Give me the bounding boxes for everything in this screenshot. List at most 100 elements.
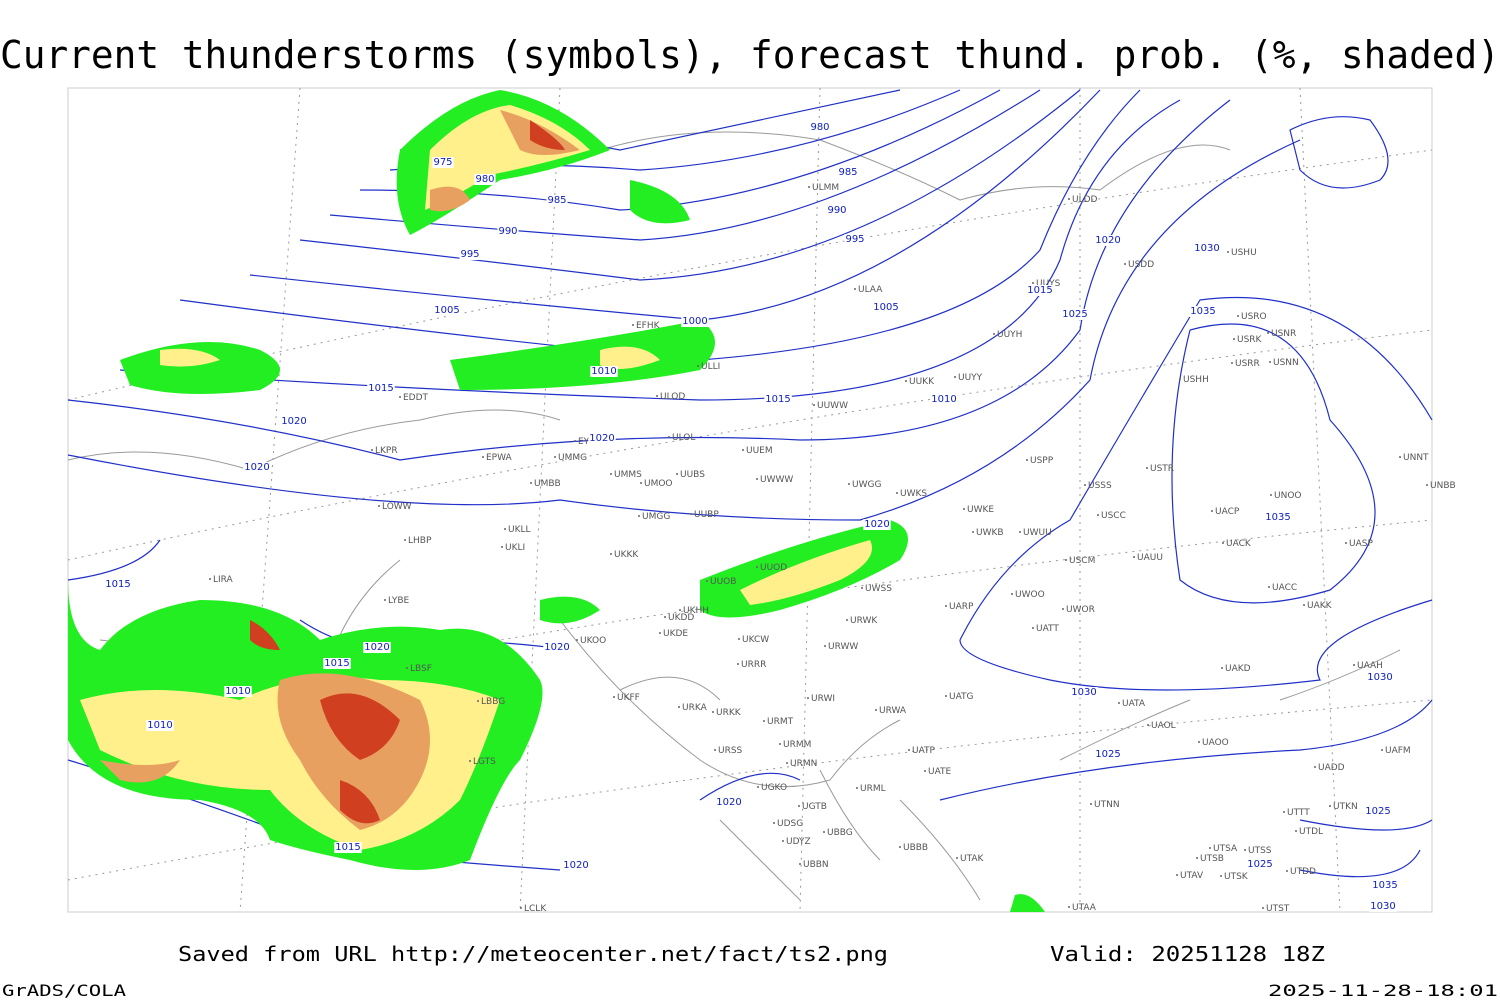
station-label: UARP: [949, 602, 974, 612]
station-dot: [924, 770, 926, 772]
station-dot: [1270, 494, 1272, 496]
station-dot: [742, 449, 744, 451]
isobar-label: 1030: [1071, 687, 1096, 698]
station-label: UWKE: [967, 505, 994, 515]
station-dot: [737, 663, 739, 665]
isobar-label-bg: [590, 366, 618, 377]
isobar-label-bg: [1246, 859, 1274, 870]
station-label: UTSA: [1213, 844, 1238, 854]
isobar-label: 1030: [1194, 243, 1219, 254]
isobar-label: 1015: [105, 579, 130, 590]
isobar-label-bg: [323, 658, 351, 669]
station-dot: [1147, 724, 1149, 726]
isobar-label: 980: [810, 122, 829, 133]
station-label: UMBB: [534, 479, 561, 489]
station-label: USTR: [1150, 464, 1174, 474]
station-label: UACC: [1272, 583, 1297, 593]
station-dot: [574, 440, 576, 442]
station-dot: [1209, 847, 1211, 849]
station-label: UMMG: [558, 453, 587, 463]
station-label: UAKK: [1307, 601, 1333, 611]
station-label: UATA: [1122, 699, 1146, 709]
isobar-label: 1015: [1027, 285, 1052, 296]
station-label: UUEM: [746, 446, 773, 456]
station-dot: [406, 667, 408, 669]
isobar-label-bg: [826, 205, 848, 216]
station-label: LYBE: [388, 596, 409, 606]
station-dot: [714, 749, 716, 751]
station-dot: [610, 553, 612, 555]
station-dot: [384, 599, 386, 601]
isobar-label-bg: [809, 122, 831, 133]
station-label: UWWW: [760, 475, 793, 485]
station-dot: [1062, 608, 1064, 610]
station-label: UKKK: [614, 550, 639, 560]
station-dot: [773, 822, 775, 824]
station-label: URWK: [850, 616, 878, 626]
station-dot: [808, 186, 810, 188]
station-label: UWGG: [852, 480, 881, 490]
station-label: URMM: [783, 740, 811, 750]
station-dot: [469, 760, 471, 762]
title: Current thunderstorms (symbols), forecas…: [0, 33, 1500, 77]
isobar-label: 995: [845, 234, 864, 245]
station-dot: [1237, 315, 1239, 317]
isobar-label: 1000: [682, 316, 707, 327]
station-label: UWKS: [900, 489, 927, 499]
station-dot: [763, 720, 765, 722]
station-dot: [956, 857, 958, 859]
station-dot: [668, 436, 670, 438]
station-dot: [712, 711, 714, 713]
station-dot: [664, 616, 666, 618]
station-dot: [1262, 907, 1264, 909]
station-label: UUYY: [958, 373, 983, 383]
station-label: UATP: [912, 746, 936, 756]
isobar-label-bg: [546, 195, 568, 206]
isobar-label: 1020: [716, 797, 741, 808]
isobar-label: 1020: [1095, 235, 1120, 246]
station-label: UWUU: [1023, 528, 1052, 538]
station-dot: [798, 805, 800, 807]
station-dot: [945, 695, 947, 697]
station-label: UBBN: [803, 860, 829, 870]
isobar-label-bg: [367, 383, 395, 394]
station-dot: [813, 404, 815, 406]
station-dot: [756, 478, 758, 480]
station-dot: [1222, 542, 1224, 544]
station-dot: [848, 483, 850, 485]
station-dot: [520, 907, 522, 909]
station-label: UATE: [928, 767, 952, 777]
station-dot: [756, 566, 758, 568]
station-dot: [678, 706, 680, 708]
station-label: UUYH: [997, 330, 1022, 340]
station-dot: [638, 515, 640, 517]
station-dot: [945, 605, 947, 607]
station-label: LIRA: [213, 575, 234, 585]
station-dot: [1032, 282, 1034, 284]
station-dot: [504, 528, 506, 530]
isobars: [67, 89, 1433, 878]
station-label: USNR: [1271, 329, 1296, 339]
station-label: UWOO: [1015, 590, 1045, 600]
station-dot: [1220, 875, 1222, 877]
station-dot: [779, 743, 781, 745]
station-label: LHBP: [408, 536, 432, 546]
station-dot: [846, 619, 848, 621]
isobar-label-bg: [459, 249, 481, 260]
station-dot: [632, 324, 634, 326]
station-label: LOWW: [382, 502, 412, 512]
station-label: URKA: [682, 703, 708, 713]
isobar-label: 1020: [563, 860, 588, 871]
isobar-label: 1005: [873, 302, 898, 313]
station-dot: [610, 473, 612, 475]
isobar-label: 1010: [931, 394, 956, 405]
station-dot: [482, 456, 484, 458]
station-dot: [905, 380, 907, 382]
source-note: Saved from URL http://meteocenter.net/fa…: [178, 942, 888, 966]
isobar-label: 1020: [364, 642, 389, 653]
station-label: UTKN: [1333, 802, 1358, 812]
station-label: USCM: [1069, 556, 1095, 566]
station-label: UUWW: [817, 401, 848, 411]
station-label: ULAA: [858, 285, 883, 295]
